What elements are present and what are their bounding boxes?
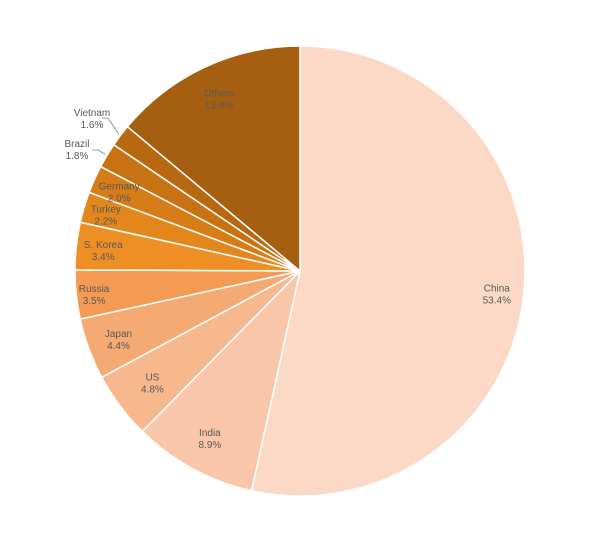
slice-percent-us: 4.8% bbox=[141, 385, 164, 396]
slice-percent-vietnam: 1.6% bbox=[81, 120, 104, 131]
slice-label-india: India bbox=[199, 428, 221, 439]
slice-label-brazil: Brazil bbox=[64, 139, 89, 150]
slice-percent-s-korea: 3.4% bbox=[92, 252, 115, 263]
pie-slice-india bbox=[141, 268, 302, 492]
slice-percent-india: 8.9% bbox=[199, 440, 222, 451]
slice-percent-russia: 3.5% bbox=[83, 296, 106, 307]
leader-line-brazil bbox=[92, 149, 106, 155]
pie-slices bbox=[74, 45, 526, 497]
slice-label-germany: Germany bbox=[99, 181, 140, 192]
leader-line-vietnam bbox=[102, 117, 120, 135]
pie-slice-others bbox=[126, 45, 301, 273]
pie-slice-china bbox=[250, 45, 526, 497]
slice-label-turkey: Turkey bbox=[91, 205, 121, 216]
slice-percent-germany: 2.0% bbox=[108, 193, 131, 204]
slice-percent-japan: 4.4% bbox=[107, 341, 130, 352]
slice-label-japan: Japan bbox=[105, 329, 132, 340]
slice-label-others: Others bbox=[204, 89, 234, 100]
slice-percent-others: 13.9% bbox=[205, 101, 233, 112]
slice-label-us: US bbox=[145, 373, 159, 384]
slice-percent-brazil: 1.8% bbox=[66, 151, 89, 162]
slice-label-s-korea: S. Korea bbox=[84, 240, 123, 251]
slice-percent-turkey: 2.2% bbox=[94, 217, 117, 228]
slice-label-china: China bbox=[484, 283, 511, 294]
slice-percent-china: 53.4% bbox=[483, 295, 511, 306]
slice-label-vietnam: Vietnam bbox=[74, 108, 111, 119]
leader-lines bbox=[92, 117, 120, 155]
slice-label-russia: Russia bbox=[79, 284, 110, 295]
